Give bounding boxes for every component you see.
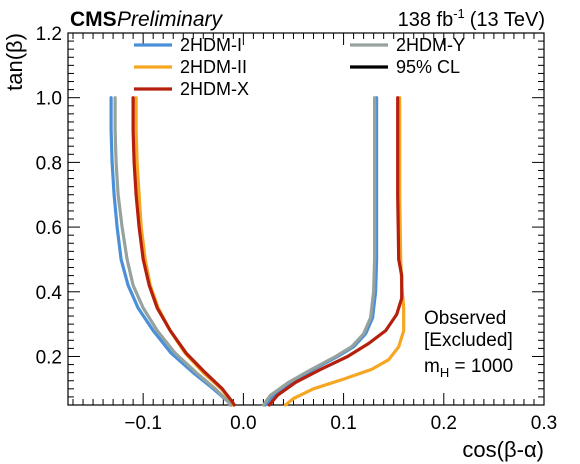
x-axis-label: cos(β-α): [462, 437, 544, 462]
lumi-energy: (13 TeV): [470, 9, 545, 31]
axis-ticks: [68, 32, 545, 406]
lumi-label: 138 fb-1 (13 TeV): [398, 6, 545, 31]
axis-tick-labels: −0.1 0.0 0.1 0.2 0.3 0.2 0.4 0.6 0.8 1.0 1.2: [36, 24, 558, 434]
annotation-mass-symbol: m: [424, 356, 440, 377]
y-tick-label: 0.2: [36, 347, 62, 368]
curve-2hdm-y-left: [113, 96, 232, 407]
annotation-mass-value: = 1000: [449, 356, 513, 377]
x-tick-label: 0.1: [330, 413, 356, 434]
status-label: Preliminary: [117, 8, 224, 31]
y-axis-label: tan(β): [2, 33, 27, 91]
annotation-observed: Observed: [424, 308, 506, 329]
curves: [109, 96, 406, 407]
legend-label: 2HDM-II: [180, 57, 247, 77]
x-tick-label: −0.1: [124, 413, 162, 434]
y-tick-label: 1.2: [36, 24, 62, 45]
lumi-exponent: -1: [453, 6, 465, 21]
x-tick-label: 0.2: [431, 413, 457, 434]
y-tick-label: 0.8: [36, 153, 62, 174]
y-tick-label: 0.6: [36, 218, 62, 239]
experiment-label: CMS: [70, 8, 117, 31]
curve-2hdm-x-left: [131, 96, 236, 407]
annotation-mass-sub: H: [440, 365, 449, 380]
x-tick-label: 0.3: [531, 413, 557, 434]
curve-2hdm-ii-left: [134, 96, 235, 407]
y-tick-label: 0.4: [36, 283, 63, 304]
annotation-mass: mH = 1000: [424, 356, 513, 380]
legend-label: 2HDM-Y: [396, 35, 465, 55]
annotation-excluded: [Excluded]: [424, 330, 513, 351]
lumi-value: 138 fb: [398, 9, 454, 31]
x-tick-label: 0.0: [230, 413, 256, 434]
curve-2hdm-x-right: [267, 96, 404, 407]
legend-label: 2HDM-I: [180, 35, 242, 55]
legend-label: 2HDM-X: [180, 79, 249, 99]
curve-2hdm-y-right: [261, 96, 377, 407]
curve-2hdm-ii-right: [283, 96, 406, 407]
curve-2hdm-i-right: [263, 96, 379, 407]
curve-2hdm-i-left: [109, 96, 233, 407]
y-tick-label: 1.0: [36, 89, 62, 110]
legend-label: 95% CL: [396, 57, 460, 77]
